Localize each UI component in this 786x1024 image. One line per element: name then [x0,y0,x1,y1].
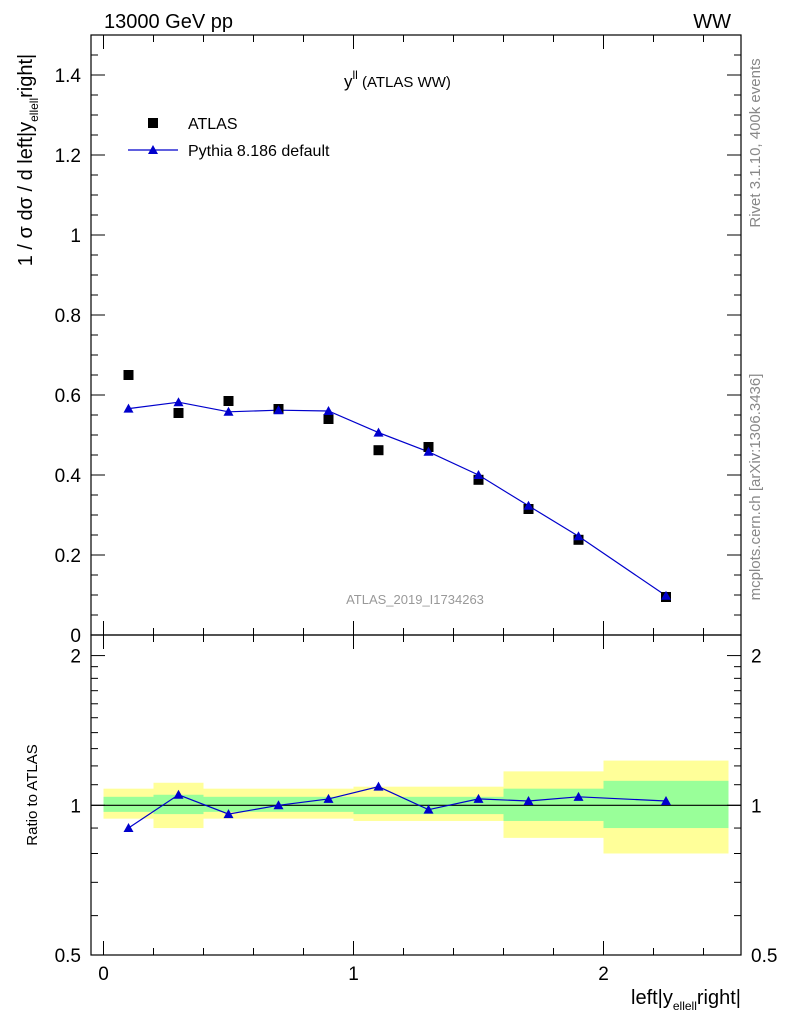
pythia-data-point [573,531,584,541]
legend: ATLAS Pythia 8.186 default [128,116,330,160]
main-ytick-label: 0 [70,626,81,647]
main-ytick-label: 1 [70,226,81,247]
pythia-data-point [523,500,534,510]
main-ytick-label: 1.4 [55,66,82,87]
main-axis-ticks: 0 0.2 0.4 0.6 0.8 1 1.2 1.4 [55,35,741,647]
ratio-pythia-point [661,796,671,806]
atlas-data-point [373,445,384,456]
ratio-pythia-point [573,791,584,801]
main-y-axis-label: 1 / σ dσ / d left|yellellright| [15,54,41,267]
pythia-data-point [123,403,134,413]
pythia-data-point [661,590,671,600]
atlas-data-point [223,396,234,406]
ratio-band-green [203,796,254,812]
main-panel: 0 0.2 0.4 0.6 0.8 1 1.2 1.4 [55,35,741,647]
atlas-data-point [473,474,484,485]
pythia-line [128,401,667,597]
legend-atlas-label: ATLAS [188,116,238,133]
atlas-data-point [173,408,184,418]
ratio-pythia-point [373,781,384,791]
pythia-data-point [323,406,334,415]
main-ytick-label: 0.2 [55,546,81,567]
header-process-label: WW [693,11,731,33]
ratio-pythia-point [423,804,434,814]
atlas-data-point [123,370,134,380]
ratio-frame [90,634,742,956]
analysis-watermark: ATLAS_2019_I1734263 [346,592,484,607]
xlabel-a: left|y [631,987,673,1009]
pythia-data-point [173,397,184,407]
ratio-pythia-point [123,823,134,833]
x-axis-label: left|yellellright| [631,987,741,1013]
main-ytick-label: 0.8 [55,306,81,327]
ratio-pythia-point [523,796,534,806]
main-ytick-label: 0.6 [55,386,81,407]
ratio-xtick-label: 1 [348,964,359,985]
rivet-version-label: Rivet 3.1.10, 400k events [747,58,764,227]
title-main: y [344,72,353,91]
main-data-marks [123,370,671,602]
ratio-pythia-point [273,800,284,810]
ratio-ytick-label-left: 2 [70,647,81,668]
xlabel-b: right| [697,987,741,1009]
ratio-pythia-point [223,809,234,819]
pythia-data-point [373,427,384,437]
pythia-data-point [473,470,484,479]
xlabel-sub: ellell [673,999,697,1013]
legend-atlas-marker [148,118,158,128]
title-sup: ll [353,68,358,82]
ratio-band-green [103,796,154,812]
legend-pythia-label: Pythia 8.186 default [188,143,330,160]
ratio-xtick-label: 2 [598,964,609,985]
ratio-uncertainty-bands [91,760,741,854]
pythia-data-point [423,446,434,456]
header-energy-label: 13000 GeV pp [104,11,233,33]
pythia-data-point [273,405,284,415]
main-ylabel-a: 1 / σ dσ / d left|y [15,122,37,266]
mcplots-source-label: mcplots.cern.ch [arXiv:1306.3436] [747,374,764,601]
legend-pythia-marker [148,145,158,154]
atlas-data-point [323,414,334,424]
pythia-data-point [223,406,234,416]
ratio-ytick-label-right: 2 [751,647,762,668]
ratio-ytick-label-right: 0.5 [751,946,777,967]
main-ytick-label: 1.2 [55,146,81,167]
ratio-axis-ticks: 0.5 0.5 1 1 2 2 0 1 2 [55,635,777,985]
main-ylabel-b: right| [15,54,37,98]
ratio-pythia-point [173,789,184,799]
ratio-ytick-label-left: 1 [70,796,81,817]
ratio-ytick-label-left: 0.5 [55,946,81,967]
ratio-pythia-point [473,793,484,803]
title-rest: (ATLAS WW) [358,74,451,91]
main-ylabel-sub: ellell [27,98,41,122]
ratio-data-marks [123,781,671,833]
ratio-xtick-label: 0 [98,964,109,985]
ratio-panel: 0.5 0.5 1 1 2 2 0 1 2 [55,635,777,985]
main-plot-title: yll (ATLAS WW) [344,68,451,91]
ratio-pythia-point [323,793,334,803]
main-ytick-label: 0.4 [55,466,82,487]
ratio-y-axis-label: Ratio to ATLAS [24,744,41,845]
ratio-ytick-label-right: 1 [751,796,762,817]
